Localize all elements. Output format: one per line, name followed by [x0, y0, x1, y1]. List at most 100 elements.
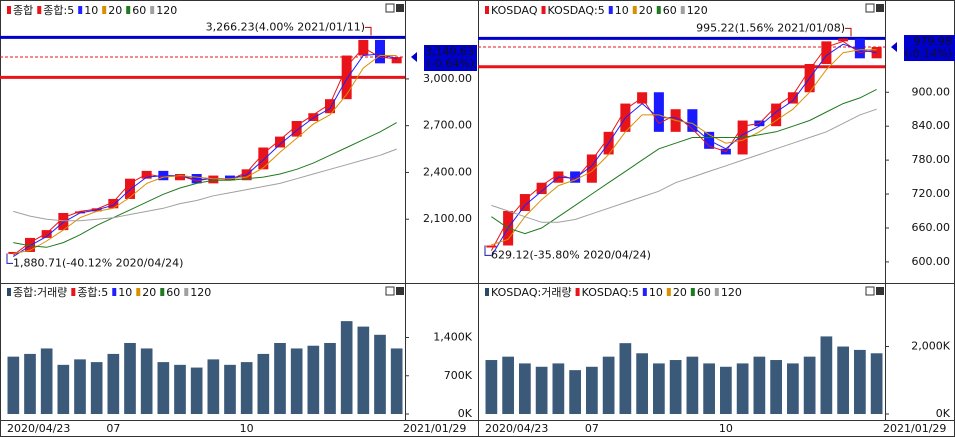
moving-average: [13, 55, 397, 254]
legend-swatch: [37, 6, 42, 14]
close-button[interactable]: [396, 4, 404, 12]
moving-average: [13, 148, 397, 222]
legend-label: 120: [721, 286, 742, 299]
moving-average: [490, 40, 877, 251]
volume-bar: [174, 364, 186, 414]
y-tick-label: 2,400.00: [423, 165, 472, 178]
high-label: 995.22(1.56% 2021/01/08): [696, 21, 845, 34]
volume-bar: [390, 348, 403, 414]
candle: [225, 175, 235, 181]
maximize-button[interactable]: [865, 286, 875, 296]
volume-bar: [870, 353, 883, 414]
volume-bar: [357, 326, 370, 414]
legend-label: 20: [142, 286, 156, 299]
legend-label: 60: [697, 286, 711, 299]
volume-bar: [803, 356, 816, 414]
volume-bar: [519, 363, 531, 414]
legend-label: 10: [615, 4, 629, 17]
legend-label: 종합:5: [77, 286, 108, 299]
close-button[interactable]: [876, 4, 884, 12]
low-arrow: [6, 253, 13, 264]
legend-label: 종합:5: [43, 4, 74, 17]
candle: [275, 136, 285, 148]
volume-bar: [190, 367, 203, 414]
moving-average: [491, 108, 877, 223]
volume-bar: [324, 342, 336, 414]
volume-bar: [207, 359, 220, 414]
volume-bar: [257, 353, 270, 414]
close-button[interactable]: [876, 287, 884, 295]
moving-average: [13, 53, 397, 258]
legend-swatch: [150, 6, 155, 14]
legend-label: 60: [166, 286, 180, 299]
legend-label: 20: [639, 4, 653, 17]
moving-average: [13, 122, 397, 248]
legend-swatch: [485, 288, 489, 296]
x-tick-label: 2021/01/29: [883, 422, 946, 435]
volume-bar: [636, 353, 648, 414]
candle: [58, 212, 69, 231]
maximize-button[interactable]: [385, 3, 395, 13]
moving-average: [490, 43, 877, 257]
low-label: 1,880.71(-40.12% 2020/04/24): [13, 256, 183, 269]
legend-label: 10: [84, 4, 98, 17]
legend-label: 60: [663, 4, 677, 17]
last-price-marker: [411, 52, 417, 63]
volume-bar: [703, 363, 715, 414]
volume-bar: [686, 356, 699, 414]
volume-bar: [7, 356, 20, 414]
legend-swatch: [136, 288, 141, 296]
legend-label: KOSDAQ:5: [548, 4, 605, 17]
volume-bar: [552, 363, 565, 414]
y-tick-label: 3,000.00: [423, 72, 472, 85]
candle: [486, 245, 497, 248]
x-tick-label: 2020/04/23: [485, 422, 548, 435]
moving-average: [491, 49, 877, 246]
legend-swatch: [575, 288, 580, 296]
candle: [325, 99, 335, 114]
close-button[interactable]: [396, 287, 404, 295]
volume-bar: [290, 348, 303, 414]
candle: [653, 92, 664, 132]
volume-bar: [74, 359, 86, 414]
y-tick-label: 780.00: [912, 153, 951, 166]
y-tick-label: 2,100.00: [423, 212, 472, 225]
maximize-button[interactable]: [385, 286, 395, 296]
x-tick-label: 2021/01/29: [403, 422, 466, 435]
legend-label: 10: [649, 286, 663, 299]
y-tick-label: 660.00: [912, 221, 951, 234]
legend-label: KOSDAQ:5: [582, 286, 639, 299]
candle: [291, 121, 302, 137]
volume-bar: [340, 321, 353, 414]
x-tick-label: 2020/04/23: [7, 422, 70, 435]
candle: [8, 251, 19, 254]
volume-bar: [569, 370, 581, 414]
candle: [108, 198, 119, 209]
candle: [25, 237, 35, 252]
moving-average: [491, 88, 877, 235]
candle: [258, 147, 269, 170]
y-tick-label: 2,700.00: [423, 119, 472, 132]
candle: [208, 175, 219, 184]
window-buttons[interactable]: [385, 3, 884, 296]
last-change: (-0.14%): [905, 47, 953, 60]
high-label: 3,266.23(4.00% 2021/01/11): [206, 20, 365, 33]
legend-swatch: [7, 6, 11, 14]
candle: [191, 174, 202, 184]
legend-swatch: [78, 6, 83, 14]
candle: [854, 38, 865, 59]
y-tick-label: 900.00: [912, 85, 951, 98]
high-arrow: [365, 26, 372, 36]
candle: [586, 154, 597, 183]
legend-label: 20: [108, 4, 122, 17]
maximize-button[interactable]: [865, 3, 875, 13]
volume-bar: [157, 362, 170, 414]
x-tick-label: 10: [719, 422, 733, 435]
candle: [375, 39, 385, 64]
legend-swatch: [160, 288, 165, 296]
legend-label: 60: [132, 4, 146, 17]
last-price-marker: [891, 42, 897, 53]
legend-swatch: [485, 6, 489, 14]
legend-label: 종합:거래량: [13, 286, 67, 299]
legend-label: 10: [118, 286, 132, 299]
